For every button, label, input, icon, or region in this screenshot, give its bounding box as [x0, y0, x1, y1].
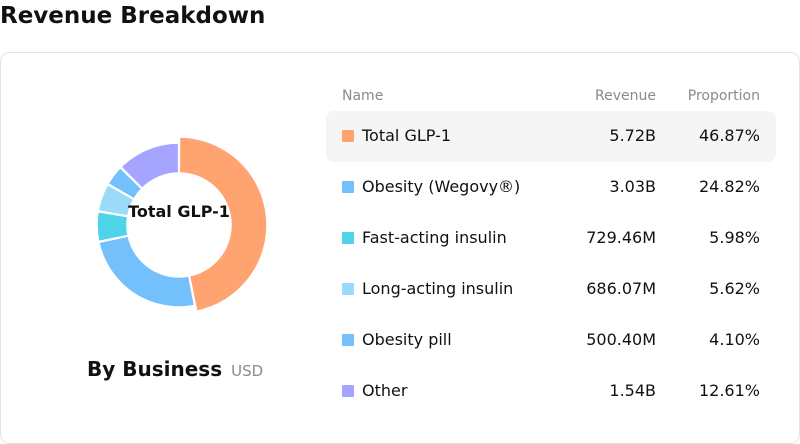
table-row[interactable]: Fast-acting insulin 729.46M 5.98% — [326, 213, 776, 264]
row-name: Long-acting insulin — [362, 279, 514, 298]
page-title: Revenue Breakdown — [0, 3, 266, 29]
row-proportion: 5.98% — [709, 228, 760, 247]
row-revenue: 1.54B — [609, 381, 656, 400]
row-proportion: 46.87% — [698, 126, 760, 145]
row-name: Obesity pill — [362, 330, 452, 349]
breakdown-table: Name Revenue Proportion Total GLP-1 5.72B… — [326, 83, 776, 417]
donut-slice[interactable] — [178, 136, 268, 313]
legend-swatch — [342, 283, 354, 295]
table-row[interactable]: Long-acting insulin 686.07M 5.62% — [326, 264, 776, 315]
table-row[interactable]: Total GLP-1 5.72B 46.87% — [326, 111, 776, 162]
legend-swatch — [342, 181, 354, 193]
legend-swatch — [342, 232, 354, 244]
header-name: Name — [342, 88, 384, 104]
chart-caption-title: By Business — [87, 357, 223, 381]
row-name: Fast-acting insulin — [362, 228, 507, 247]
donut-slice[interactable] — [119, 142, 180, 190]
row-proportion: 12.61% — [698, 381, 760, 400]
donut-chart: Total GLP-1 — [89, 135, 269, 315]
header-revenue: Revenue — [595, 88, 656, 104]
row-proportion: 4.10% — [709, 330, 760, 349]
row-revenue: 3.03B — [609, 177, 656, 196]
row-name: Total GLP-1 — [362, 126, 452, 145]
table-row[interactable]: Obesity (Wegovy®) 3.03B 24.82% — [326, 162, 776, 213]
table-body: Total GLP-1 5.72B 46.87% Obesity (Wegovy®) 3… — [326, 111, 776, 417]
row-revenue: 5.72B — [609, 126, 656, 145]
row-name: Other — [362, 381, 408, 400]
row-proportion: 5.62% — [709, 279, 760, 298]
donut-center-label: Total GLP-1 — [128, 202, 230, 221]
row-revenue: 729.46M — [586, 228, 656, 247]
revenue-card: Total GLP-1 By Business USD Name Revenue… — [0, 52, 800, 444]
row-name: Obesity (Wegovy®) — [362, 177, 521, 196]
table-row[interactable]: Other 1.54B 12.61% — [326, 366, 776, 417]
legend-swatch — [342, 385, 354, 397]
row-revenue: 500.40M — [586, 330, 656, 349]
donut-slice[interactable] — [97, 235, 196, 308]
chart-caption: By Business USD — [87, 357, 263, 381]
legend-swatch — [342, 334, 354, 346]
header-proportion: Proportion — [687, 88, 760, 104]
chart-caption-unit: USD — [231, 362, 264, 380]
table-header: Name Revenue Proportion — [326, 83, 776, 111]
row-revenue: 686.07M — [586, 279, 656, 298]
table-row[interactable]: Obesity pill 500.40M 4.10% — [326, 315, 776, 366]
row-proportion: 24.82% — [698, 177, 760, 196]
legend-swatch — [342, 130, 354, 142]
donut-chart-svg — [96, 136, 268, 313]
